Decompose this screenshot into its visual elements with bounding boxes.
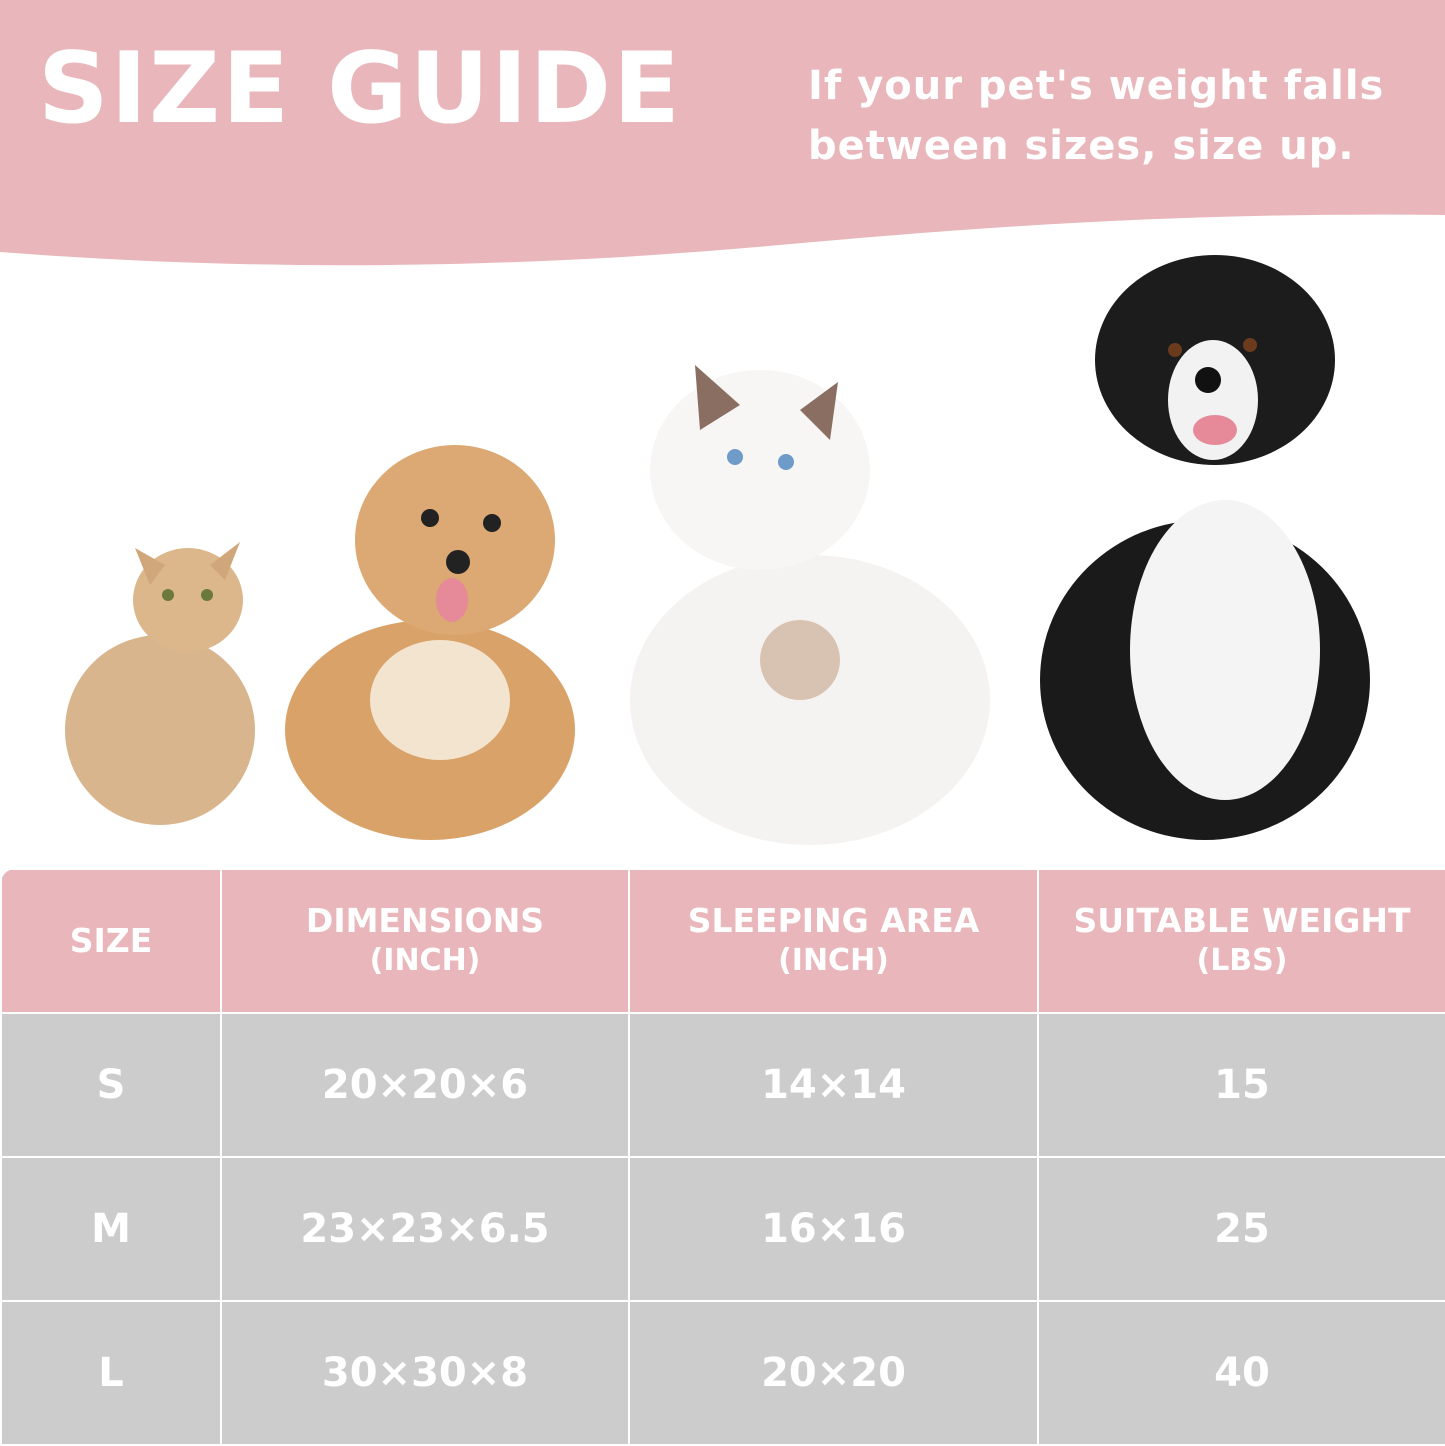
header-unit: (INCH) (369, 943, 481, 978)
cell-size: L (0, 1300, 222, 1446)
small-dog-image (285, 445, 575, 840)
header-suitable-weight: SUITABLE WEIGHT (LBS) (1037, 868, 1445, 1014)
cell-dimensions: 30×30×8 (220, 1300, 630, 1446)
cell-size: M (0, 1156, 222, 1302)
cell-dimensions: 23×23×6.5 (220, 1156, 630, 1302)
size-note-line1: If your pet's weight falls (808, 63, 1385, 109)
header-label: SIZE (69, 921, 153, 960)
header-unit: (LBS) (1196, 943, 1288, 978)
size-note-line2: between sizes, size up. (808, 123, 1355, 169)
table-row: S 20×20×6 14×14 15 (0, 1012, 1445, 1158)
cell-size: S (0, 1012, 222, 1158)
cell-sleeping-area: 20×20 (628, 1300, 1039, 1446)
cell-sleeping-area: 14×14 (628, 1012, 1039, 1158)
table-header-row: SIZE DIMENSIONS (INCH) SLEEPING AREA (INCH… (0, 868, 1445, 1014)
header-label: DIMENSIONS (305, 901, 545, 940)
large-dog-image (1040, 255, 1370, 840)
cell-sleeping-area: 16×16 (628, 1156, 1039, 1302)
table-row: L 30×30×8 20×20 40 (0, 1300, 1445, 1446)
cell-weight: 15 (1037, 1012, 1445, 1158)
cell-weight: 25 (1037, 1156, 1445, 1302)
header-label: SLEEPING AREA (687, 901, 980, 940)
cell-weight: 40 (1037, 1300, 1445, 1446)
large-cat-image (630, 365, 990, 845)
pets-photo (65, 255, 1370, 845)
header-dimensions: DIMENSIONS (INCH) (220, 868, 630, 1014)
small-cat-image (65, 542, 255, 825)
size-table: SIZE DIMENSIONS (INCH) SLEEPING AREA (INCH… (0, 868, 1445, 1446)
header-label: SUITABLE WEIGHT (1073, 901, 1411, 940)
header-size: SIZE (0, 868, 222, 1014)
size-note: If your pet's weight falls between sizes… (808, 56, 1384, 176)
header-unit: (INCH) (778, 943, 889, 978)
cell-dimensions: 20×20×6 (220, 1012, 630, 1158)
header-banner (0, 0, 1445, 266)
page-title: SIZE GUIDE (38, 32, 682, 146)
header-sleeping-area: SLEEPING AREA (INCH) (628, 868, 1039, 1014)
table-row: M 23×23×6.5 16×16 25 (0, 1156, 1445, 1302)
